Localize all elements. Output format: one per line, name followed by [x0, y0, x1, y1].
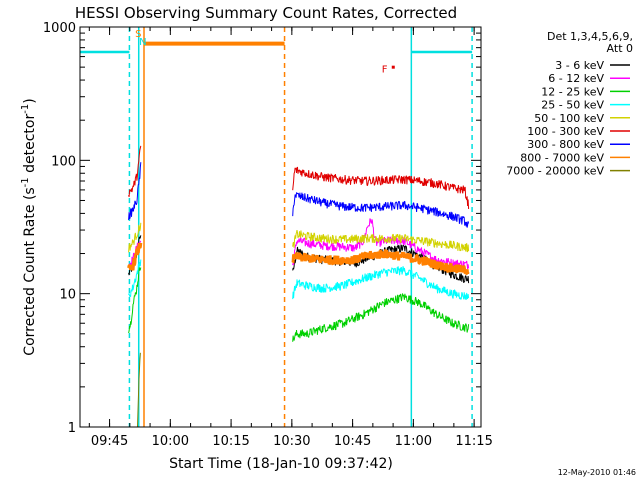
- legend-label-0: 3 - 6 keV: [555, 59, 604, 72]
- legend-label-5: 100 - 300 keV: [527, 125, 604, 138]
- x-tick-label-1: 10:00: [152, 434, 189, 449]
- series-line-3-seg-1: [128, 259, 142, 298]
- series-line-2-seg-2: [292, 293, 470, 342]
- series-line-4-seg-2: [292, 230, 470, 253]
- plot-frame: [79, 26, 482, 428]
- legend-label-3: 25 - 50 keV: [541, 99, 604, 112]
- annotation-n: N: [139, 37, 146, 48]
- y-axis-label-end: ): [22, 98, 38, 103]
- legend-title-line2: Att 0: [607, 42, 633, 55]
- annotations: SN F: [135, 29, 395, 76]
- legend-label-1: 6 - 12 keV: [548, 72, 604, 85]
- series-line-5-seg-2: [292, 166, 470, 210]
- y-tick-label-1: 10: [59, 288, 76, 303]
- y-axis-label-sup2: -1: [20, 104, 31, 114]
- annotation-f: F: [382, 65, 388, 76]
- x-tick-label-6: 11:15: [455, 434, 492, 449]
- series-line-6-seg-2: [292, 192, 470, 228]
- x-tick-label-3: 10:30: [273, 434, 310, 449]
- series-line-5-seg-1: [128, 145, 142, 198]
- annotation-f-dot: [391, 65, 395, 69]
- legend-label-7: 800 - 7000 keV: [520, 151, 604, 164]
- series-line-6-seg-1: [128, 162, 142, 221]
- series-line-2-seg-1: [128, 267, 142, 334]
- axes: 09:45 10:00 10:15 10:30 10:45 11:00 11:15 1 10 10…: [43, 21, 493, 449]
- state-bars: [80, 41, 473, 54]
- vertical-markers: [128, 27, 473, 427]
- chart-title: HESSI Observing Summary Count Rates, Cor…: [75, 4, 457, 22]
- y-axis-label-sup1: -1: [20, 177, 31, 187]
- annotation-s: S: [135, 29, 141, 40]
- x-tick-label-2: 10:15: [212, 434, 249, 449]
- legend-label-6: 300 - 800 keV: [527, 138, 604, 151]
- series-layer: [127, 145, 470, 428]
- y-tick-label-0: 1: [68, 421, 76, 436]
- y-axis-label: Corrected Count Rate (s-1 detector-1): [20, 98, 38, 355]
- series-line-8-seg-0: [137, 352, 141, 428]
- legend-label-4: 50 - 100 keV: [534, 112, 604, 125]
- legend-title-line1: Det 1,3,4,5,6,9,: [547, 30, 633, 43]
- legend-label-2: 12 - 25 keV: [541, 85, 604, 98]
- x-tick-label-5: 11:00: [395, 434, 432, 449]
- series-line-4-seg-1: [128, 222, 142, 253]
- series-line-3-seg-2: [292, 266, 470, 300]
- series-line-7-seg-2: [291, 249, 470, 276]
- legend-label-8: 7000 - 20000 keV: [506, 165, 604, 178]
- y-axis-label-mid: detector: [22, 114, 38, 178]
- y-tick-label-2: 100: [51, 154, 76, 169]
- x-tick-label-4: 10:45: [334, 434, 371, 449]
- footer-date: 12-May-2010 01:46: [558, 468, 636, 477]
- y-axis-label-main: Corrected Count Rate (s: [22, 187, 38, 355]
- x-tick-label-0: 09:45: [91, 434, 128, 449]
- y-tick-label-3: 1000: [43, 21, 76, 36]
- x-axis-label: Start Time (18-Jan-10 09:37:42): [169, 456, 393, 472]
- series-line-7-seg-1: [127, 242, 143, 271]
